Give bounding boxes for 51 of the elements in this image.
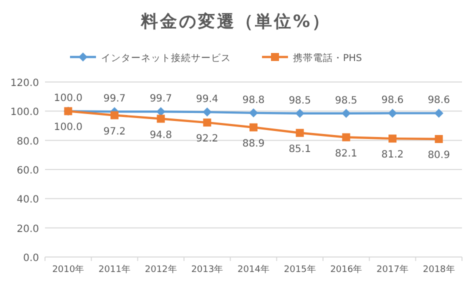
y-tick-label: 120.0 [10,78,39,89]
data-label: 88.9 [242,138,265,150]
data-label: 85.1 [288,144,311,155]
data-label: 99.7 [103,94,126,105]
y-tick-label: 0.0 [23,253,39,264]
legend-label: インターネット接続サービス [101,52,231,64]
data-label: 81.2 [381,150,404,161]
data-label: 80.9 [428,150,450,162]
point [156,114,165,123]
data-label: 97.2 [103,126,126,138]
y-tick-label: 80.0 [16,136,39,148]
x-tick-label: 2015年 [284,264,316,275]
data-label: 98.6 [381,95,404,106]
point [388,108,397,118]
point [342,108,351,118]
point [434,135,443,144]
data-label: 98.6 [428,95,450,106]
point [110,111,118,120]
x-tick-label: 2011年 [98,264,130,275]
point [250,123,258,132]
x-tick-label: 2010年 [52,264,84,275]
data-label: 99.7 [150,94,172,105]
data-label: 92.2 [196,134,218,145]
data-label: 98.5 [288,95,311,106]
legend-label: 携帯電話・PHS [293,52,362,64]
data-label: 99.4 [196,94,218,106]
point [203,118,212,127]
chart-title: 料金の変遷（単位%） [140,12,332,32]
x-tick-label: 2012年 [144,264,177,275]
y-tick-label: 40.0 [16,194,39,206]
data-label: 98.5 [335,95,358,106]
data-label: 94.8 [150,130,172,141]
x-tick-label: 2013年 [191,264,224,275]
x-tick-label: 2014年 [238,264,270,275]
point [295,108,304,118]
x-tick-label: 2017年 [376,264,408,275]
data-label: 100.0 [54,122,82,134]
point [202,108,212,117]
point [388,134,396,143]
y-tick-label: 20.0 [16,224,39,235]
point [342,133,350,142]
point [434,108,444,118]
x-tick-label: 2018年 [422,264,455,275]
data-label: 82.1 [335,148,358,160]
y-tick-label: 100.0 [10,107,39,118]
x-tick-label: 2016年 [330,264,362,275]
data-label: 100.0 [54,93,82,104]
point [249,108,258,118]
data-label: 98.8 [242,94,265,106]
point [296,128,304,137]
y-tick-label: 60.0 [16,166,39,176]
